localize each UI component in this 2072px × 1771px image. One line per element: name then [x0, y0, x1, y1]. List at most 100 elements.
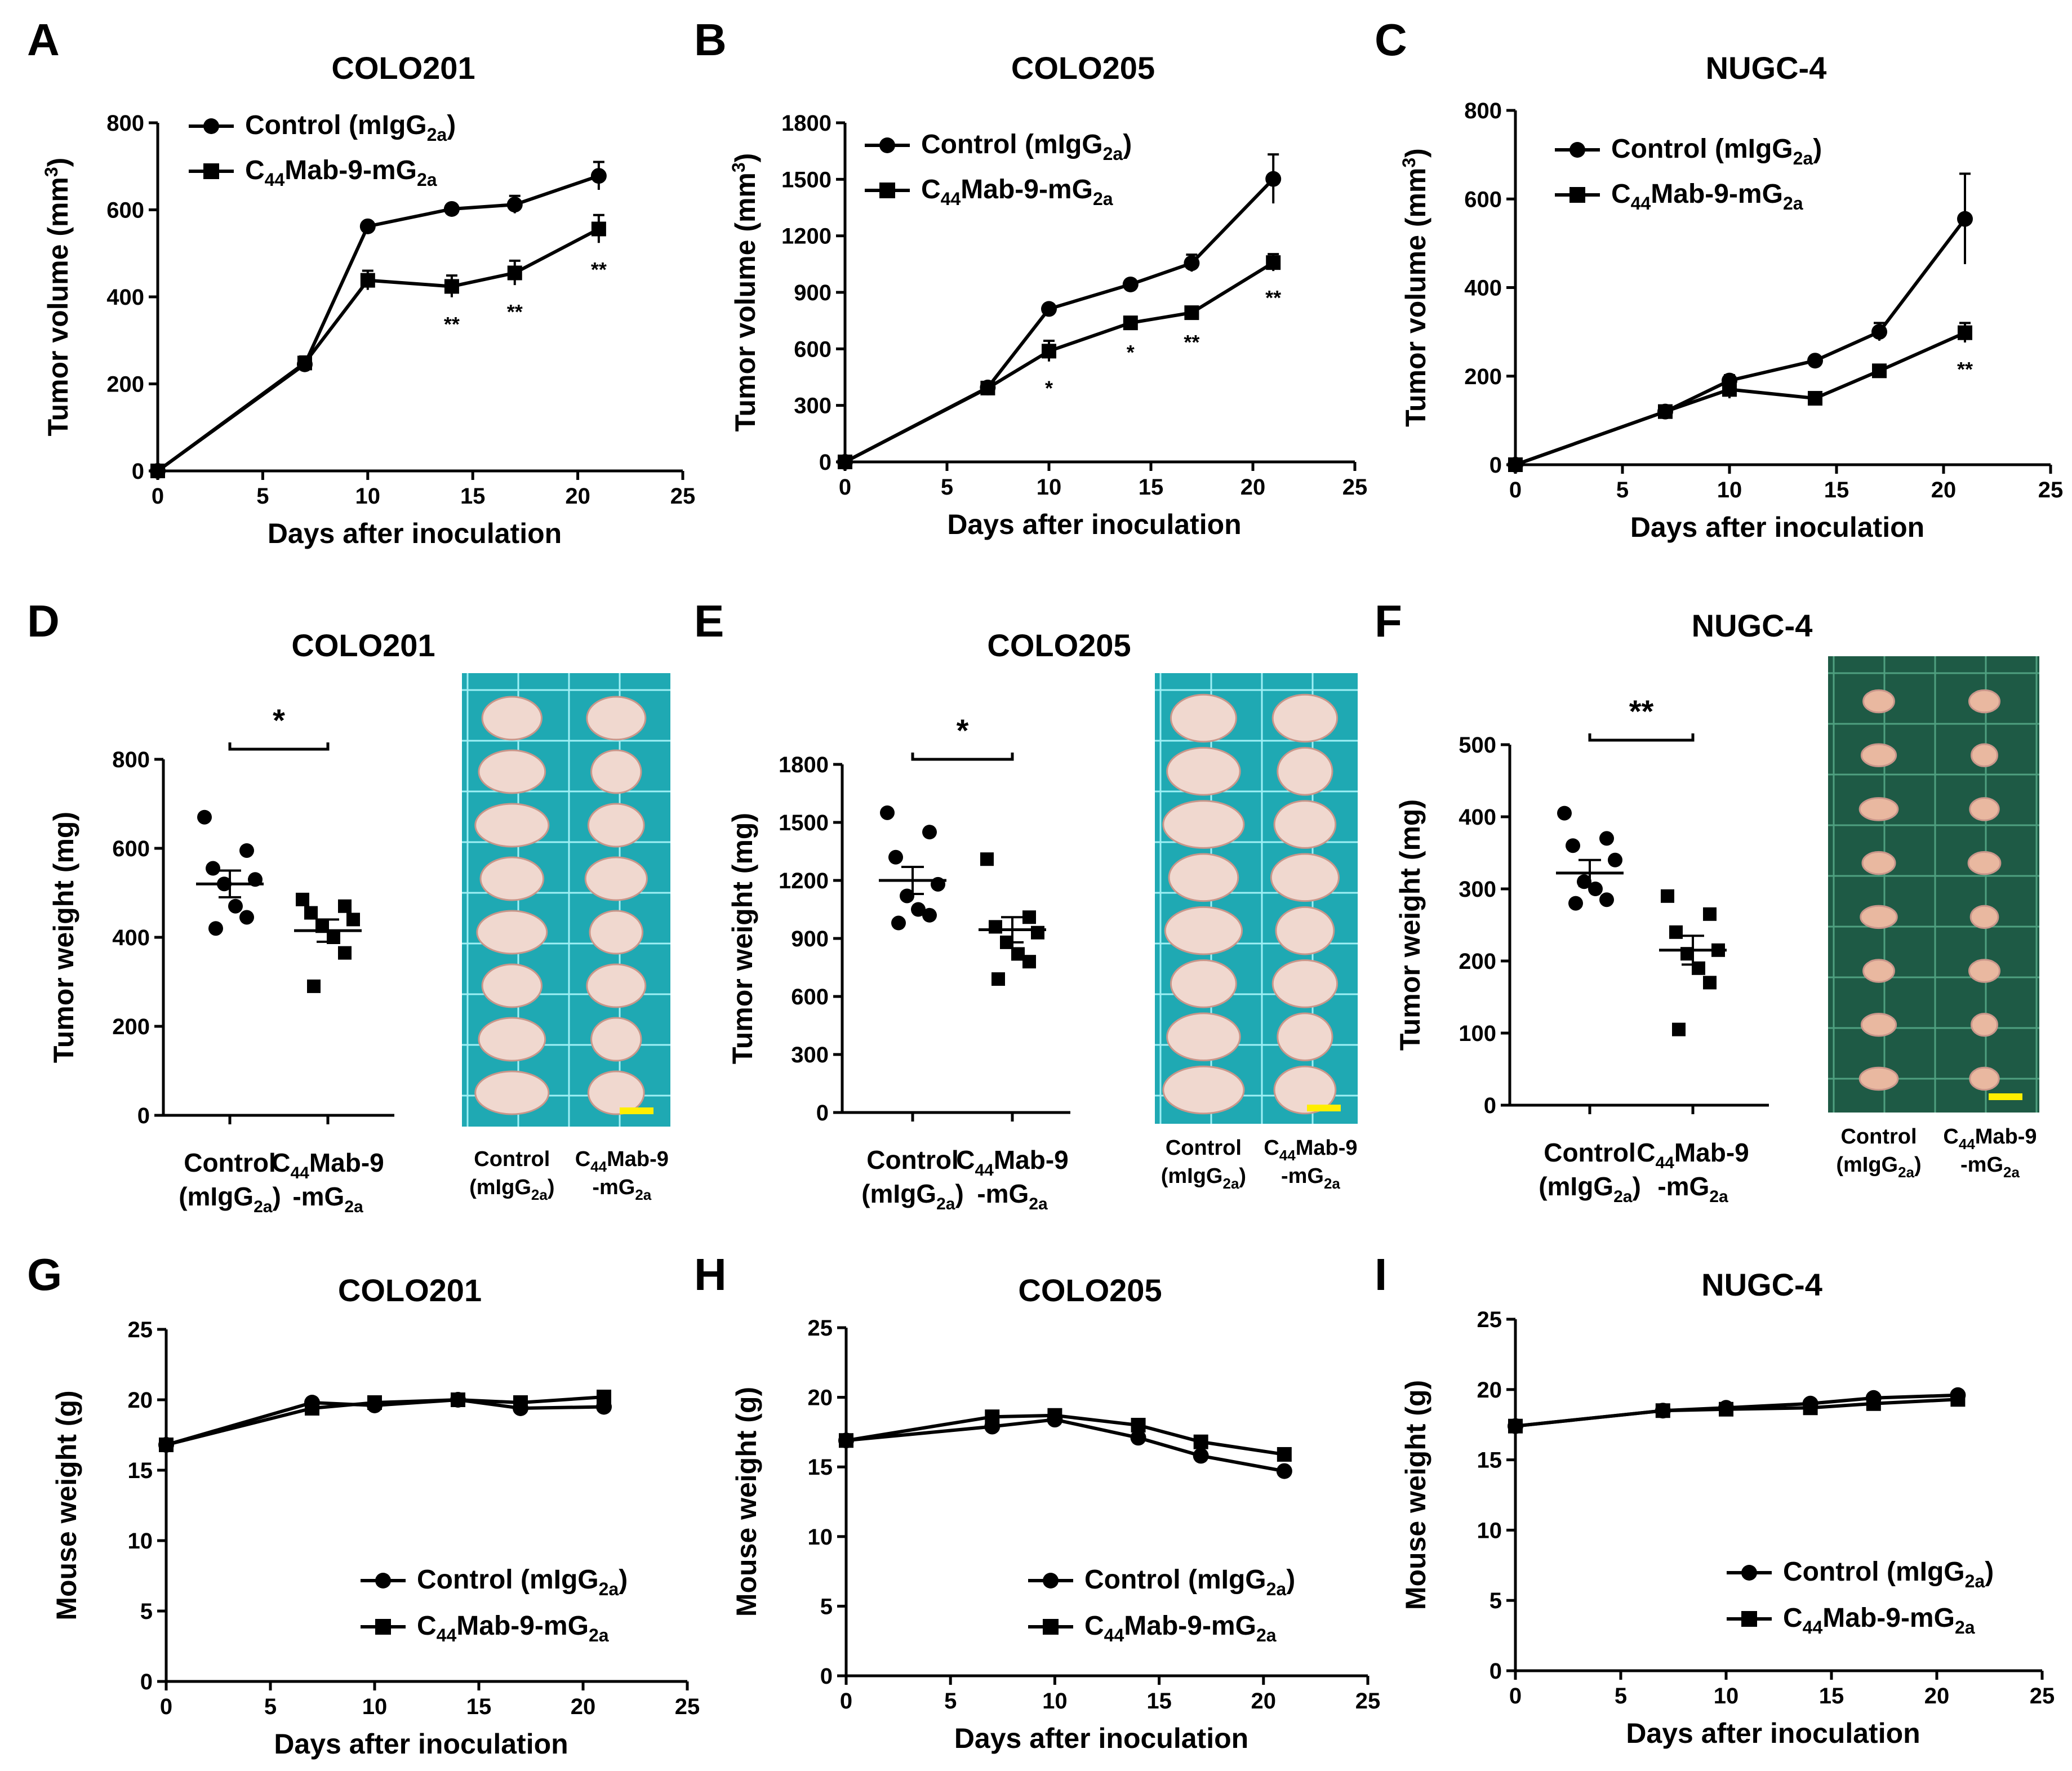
group-control [879, 805, 946, 931]
photo-label-control: (mIgG2a) [469, 1176, 554, 1203]
y-tick-label: 10 [1477, 1518, 1502, 1543]
data-point [1669, 925, 1683, 939]
series-c44mab [150, 213, 606, 478]
y-tick-label: 20 [1477, 1378, 1502, 1403]
data-point [839, 1433, 853, 1448]
data-point [1122, 276, 1139, 292]
x-tick-label: 5 [264, 1694, 277, 1719]
x-category-c44mab: -mG2a [977, 1179, 1048, 1213]
panel-label: G [27, 1249, 62, 1300]
data-point [590, 168, 607, 184]
series-c44mab [839, 1408, 1292, 1462]
x-tick-label: 0 [152, 484, 164, 509]
axes [162, 759, 394, 1117]
y-tick-label: 20 [808, 1386, 833, 1410]
axes [1508, 745, 1769, 1107]
data-point [1722, 382, 1737, 397]
x-tick-label: 20 [1251, 1689, 1277, 1714]
data-point [1957, 211, 1973, 227]
x-axis-label: Days after inoculation [1630, 511, 1924, 543]
legend-label: Control (mIgG2a) [1611, 134, 1822, 168]
tumor-specimen [1162, 1065, 1245, 1115]
data-point [597, 1390, 611, 1404]
panel-label: H [694, 1249, 727, 1300]
legend-marker [879, 137, 895, 153]
tumor-specimen [478, 749, 546, 794]
y-tick-label: 0 [1489, 1659, 1502, 1684]
panel-label: E [694, 596, 724, 646]
y-tick-label: 400 [1464, 276, 1502, 301]
x-tick-label: 5 [1616, 478, 1629, 502]
panel-label: F [1375, 596, 1402, 646]
group-control [1556, 806, 1624, 911]
legend-label: C44Mab-9-mG2a [1783, 1603, 1975, 1637]
data-point [1130, 1430, 1146, 1446]
data-point [1123, 315, 1138, 331]
x-tick-label: 20 [1240, 475, 1266, 500]
y-tick-label: 0 [137, 1103, 150, 1128]
data-point [307, 979, 321, 993]
y-tick-label: 0 [140, 1670, 153, 1694]
data-point [206, 861, 220, 876]
y-tick-label: 0 [816, 1101, 829, 1125]
legend-label: C44Mab-9-mG2a [921, 175, 1113, 209]
significance-bracket [1588, 733, 1695, 742]
y-tick-label: 10 [808, 1525, 833, 1550]
series-line [846, 1418, 1285, 1473]
y-tick-label: 300 [1459, 877, 1496, 902]
y-tick-label: 600 [1464, 187, 1502, 212]
tumor-specimen [1971, 743, 1998, 767]
tumor-specimen [1273, 800, 1337, 849]
scale-bar [1989, 1093, 2022, 1100]
y-tick-label: 0 [1484, 1093, 1496, 1118]
significance-mark: * [1127, 341, 1135, 364]
x-tick-label: 15 [466, 1694, 492, 1719]
photo-background [1828, 656, 2039, 1113]
significance-mark: ** [1184, 331, 1199, 354]
data-point [506, 197, 523, 213]
x-tick-label: 15 [1824, 478, 1849, 502]
y-axis-label: Tumor volume (mm3) [728, 153, 761, 432]
data-point [1871, 324, 1887, 340]
tumor-specimen [1277, 746, 1333, 796]
scale-bar [620, 1107, 653, 1114]
y-tick-label: 25 [808, 1316, 833, 1341]
data-point [1277, 1447, 1292, 1462]
y-tick-label: 400 [1459, 805, 1496, 830]
series-line [844, 177, 1275, 464]
data-point [1508, 1418, 1523, 1434]
significance-mark: ** [444, 313, 460, 336]
tumor-specimen [587, 1070, 645, 1115]
panel-e: E COLO205 0 300 600 900 1200 1500 1800 Tumor weig… [694, 596, 1131, 1213]
data-point [1042, 344, 1056, 359]
y-axis-label: Tumor volume (mm3) [1399, 148, 1431, 427]
x-axis-label: Days after inoculation [268, 518, 562, 549]
tumor-specimen [1166, 1012, 1241, 1062]
y-tick-label: 400 [106, 285, 144, 310]
series-line [1514, 217, 1967, 466]
x-tick-label: 10 [355, 484, 381, 509]
data-point [1672, 1022, 1686, 1036]
data-point [1265, 171, 1282, 187]
tumor-specimen [1270, 853, 1340, 902]
data-point [228, 898, 243, 914]
data-point [1808, 391, 1822, 406]
series-line [166, 1398, 604, 1447]
y-tick-label: 300 [791, 1043, 829, 1067]
y-tick-label: 500 [1459, 733, 1496, 758]
chart-title: NUGC-4 [1692, 608, 1813, 643]
significance-mark: * [273, 702, 285, 738]
y-tick-label: 25 [128, 1318, 153, 1342]
panel-c: C NUGC-4 0 200 400 600 800 0 5 10 15 20 25 Days after… [1375, 15, 2063, 543]
data-point [305, 1401, 319, 1416]
tumor-specimen [481, 963, 543, 1008]
tumor-photo-d: Control (mIgG2a) C44Mab-9-mG2a [462, 673, 670, 1203]
chart-title: NUGC-4 [1706, 50, 1827, 86]
series-control [1508, 172, 1973, 473]
y-tick-label: 0 [819, 450, 832, 475]
data-point [197, 809, 212, 825]
x-tick-label: 25 [1342, 475, 1368, 500]
panel-f: F NUGC-4 0 100 200 300 400 500 Tumor weight (mg)… [1375, 596, 1812, 1206]
data-point [980, 852, 994, 866]
chart-title: COLO201 [338, 1272, 482, 1308]
